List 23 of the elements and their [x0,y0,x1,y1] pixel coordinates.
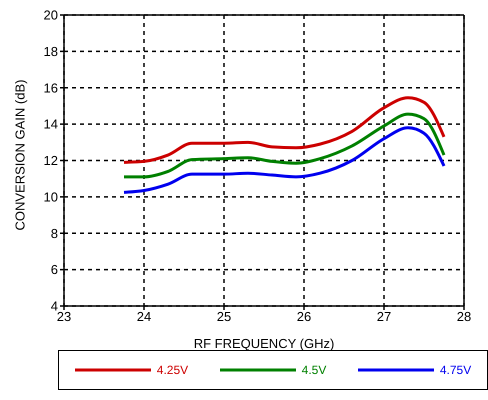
y-axis-title: CONVERSION GAIN (dB) [12,80,28,230]
line-series [122,126,446,194]
y-tick-label: 20 [44,8,58,23]
text: 4.5V [300,363,326,377]
y-tick-label: 18 [44,44,58,59]
line-series [122,96,446,164]
y-tick-label: 4 [50,298,58,314]
y-tick-label: 14 [44,116,58,132]
y-tick-label: 12 [44,153,58,168]
line-series [122,112,446,178]
x-tick-label: 23 [56,309,72,324]
x-axis-title: RF FREQUENCY (GHz) [194,336,334,351]
x-tick-label: 24 [136,309,152,324]
y-tick-label: 6 [50,262,58,278]
x-tick-label: 28 [456,309,472,324]
text: 4.75V [438,363,472,377]
y-tick-label: 10 [44,189,58,204]
y-tick-label: 16 [44,80,58,96]
text: 4.25V [156,363,188,377]
y-tick-label: 8 [50,226,58,241]
x-tick-label: 25 [216,309,232,324]
x-tick-label: 26 [296,309,312,324]
x-tick-label: 27 [376,309,392,324]
